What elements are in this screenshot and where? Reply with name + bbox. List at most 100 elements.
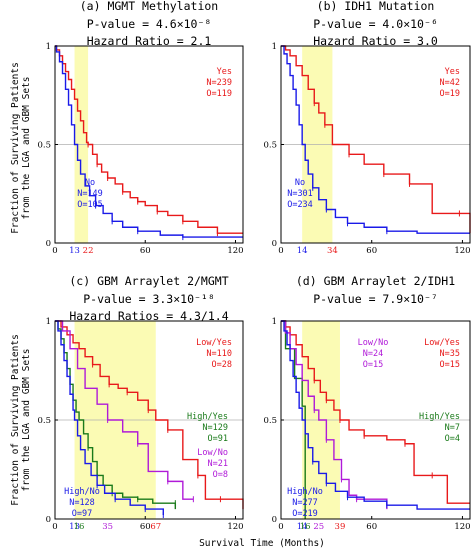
y-tick-label: 0	[272, 239, 277, 249]
median-tick-label: 13	[69, 522, 80, 532]
series-annotation: Yes	[445, 67, 460, 77]
series-annotation: O=105	[77, 200, 103, 210]
series-annotation: N=7	[445, 423, 460, 433]
x-tick-label: 60	[140, 522, 151, 532]
x-tick-label: 0	[52, 522, 57, 532]
series-annotation: Low/Yes	[196, 338, 232, 348]
series-line-low-no	[281, 320, 388, 510]
series-annotation: N=110	[206, 349, 232, 359]
y-tick-label: 0.5	[37, 141, 51, 151]
series-annotation: Low/Yes	[424, 338, 460, 348]
panel-stat-line: P-value = 3.3×10⁻¹⁸	[83, 292, 215, 306]
series-annotation: No	[85, 178, 95, 188]
series-annotation: N=24	[363, 349, 383, 359]
y-tick-label: 0	[46, 515, 51, 525]
series-annotation: O=97	[72, 509, 92, 519]
series-annotation: O=234	[287, 200, 313, 210]
series-line-high-yes	[281, 320, 306, 519]
series-annotation: O=8	[213, 470, 228, 480]
panel-3: Low/YesN=35O=15High/YesN=7O=4Low/NoN=24O…	[263, 274, 470, 532]
y-tick-label: 1	[46, 42, 51, 52]
panel-stat-line: Hazard Ratios = 4.3/1.4	[69, 309, 228, 323]
x-tick-label: 120	[227, 522, 243, 532]
x-tick-label: 0	[278, 522, 283, 532]
series-annotation: N=129	[202, 423, 228, 433]
series-annotation: N=35	[440, 349, 460, 359]
panel-2: Low/YesN=110O=28High/YesN=129O=91Low/NoN…	[37, 274, 244, 532]
series-annotation: High/No	[287, 487, 323, 497]
panel-stat-line: P-value = 4.6×10⁻⁸	[87, 17, 212, 31]
series-annotation: No	[295, 178, 305, 188]
series-annotation: O=119	[206, 89, 232, 99]
series-annotation: N=42	[440, 78, 460, 88]
median-tick-label: 39	[335, 522, 346, 532]
y-axis-label-top-line2: from the LGA and GBM Sets	[21, 77, 32, 220]
series-annotation: High/Yes	[419, 412, 460, 422]
series-annotation: O=4	[445, 434, 460, 444]
series-line-no	[281, 45, 470, 234]
series-line-high-no	[55, 320, 164, 516]
median-tick-label: 16	[300, 522, 311, 532]
series-annotation: N=301	[287, 189, 313, 199]
series-annotation: O=28	[212, 360, 232, 370]
y-tick-label: 0.5	[263, 416, 277, 426]
panel-stat-line: Hazard Ratio = 3.0	[313, 34, 438, 48]
panel-title: (d) GBM Arraylet 2/IDH1	[296, 274, 455, 288]
series-line-no	[55, 45, 243, 238]
series-annotation: N=149	[77, 189, 103, 199]
series-annotation: N=128	[69, 498, 95, 508]
panel-stat-line: P-value = 4.0×10⁻⁶	[313, 17, 438, 31]
x-tick-label: 120	[227, 246, 243, 256]
y-axis-label-top-line1: Fraction of Surviving Patients	[10, 62, 21, 234]
series-annotation: N=277	[292, 498, 318, 508]
series-annotation: Low/No	[197, 448, 228, 458]
x-axis-label: Survival Time (Months)	[199, 538, 325, 549]
y-tick-label: 0.5	[263, 141, 277, 151]
median-tick-label: 35	[102, 522, 113, 532]
series-annotation: O=19	[440, 89, 460, 99]
y-tick-label: 1	[272, 317, 277, 327]
y-tick-label: 1	[46, 317, 51, 327]
median-tick-label: 16	[74, 522, 85, 532]
series-line-low-yes	[55, 320, 244, 510]
median-tick-label: 67	[150, 522, 161, 532]
panel-title: (c) GBM Arraylet 2/MGMT	[69, 274, 228, 288]
median-tick-label: 22	[83, 246, 94, 256]
series-annotation: O=15	[363, 360, 383, 370]
median-tick-label: 14	[297, 522, 308, 532]
series-annotation: Yes	[217, 67, 232, 77]
x-tick-label: 0	[52, 246, 57, 256]
series-annotation: N=21	[208, 459, 228, 469]
series-annotation: O=15	[440, 360, 460, 370]
panel-stat-line: P-value = 7.9×10⁻⁷	[313, 292, 438, 306]
y-tick-label: 0.5	[37, 416, 51, 426]
median-tick-label: 14	[297, 246, 308, 256]
series-annotation: High/No	[64, 487, 100, 497]
x-tick-label: 120	[454, 246, 470, 256]
panel-stat-line: Hazard Ratio = 2.1	[87, 34, 212, 48]
series-annotation: O=91	[208, 434, 228, 444]
median-tick-label: 34	[327, 246, 338, 256]
median-tick-label: 25	[313, 522, 324, 532]
series-annotation: N=239	[206, 78, 232, 88]
panel-title: (b) IDH1 Mutation	[317, 0, 435, 13]
panel-title: (a) MGMT Methylation	[80, 0, 218, 13]
series-annotation: O=219	[292, 509, 318, 519]
y-axis-label-bottom-line2: from the LGA and GBM Sets	[21, 349, 32, 492]
y-tick-label: 0	[46, 239, 51, 249]
series-line-yes	[55, 45, 243, 234]
series-annotation: Low/No	[358, 338, 389, 348]
series-annotation: High/Yes	[187, 412, 228, 422]
y-axis-label-bottom-line1: Fraction of Surviving Patients	[10, 334, 21, 506]
x-tick-label: 120	[454, 522, 470, 532]
y-tick-label: 1	[272, 42, 277, 52]
median-tick-label: 13	[69, 246, 80, 256]
series-line-low-yes	[281, 320, 470, 504]
x-tick-label: 60	[366, 522, 377, 532]
x-tick-label: 60	[140, 246, 151, 256]
x-tick-label: 0	[278, 246, 283, 256]
x-tick-label: 60	[366, 246, 377, 256]
